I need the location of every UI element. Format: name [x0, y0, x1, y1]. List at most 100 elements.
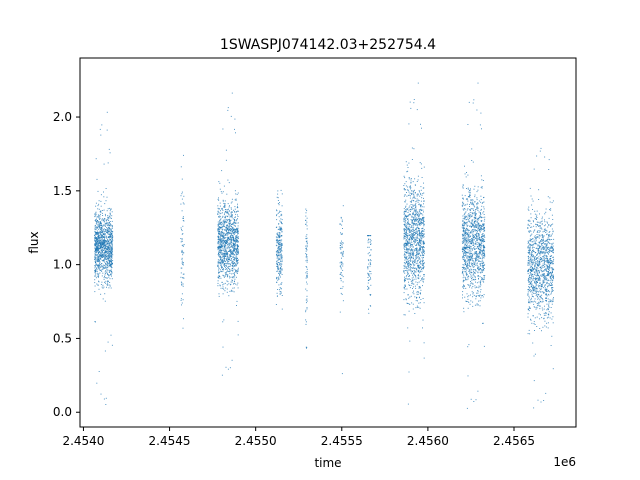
scatter-point	[367, 289, 369, 290]
scatter-point	[102, 253, 104, 255]
scatter-point	[473, 216, 475, 218]
scatter-point	[415, 257, 417, 259]
scatter-point	[340, 248, 342, 250]
scatter-point	[219, 256, 221, 258]
scatter-point	[233, 244, 234, 245]
scatter-point	[417, 230, 419, 232]
scatter-point	[467, 262, 468, 264]
scatter-point	[403, 243, 405, 245]
scatter-point	[279, 274, 280, 276]
scatter-point	[470, 300, 472, 302]
scatter-point	[527, 252, 529, 253]
scatter-point	[219, 234, 220, 236]
scatter-point	[103, 249, 105, 251]
scatter-point	[222, 247, 224, 249]
scatter-point	[280, 291, 282, 293]
scatter-point	[477, 304, 479, 306]
scatter-point	[423, 255, 424, 257]
scatter-point	[413, 272, 415, 274]
scatter-point	[417, 270, 419, 272]
scatter-point	[219, 227, 221, 229]
scatter-point	[463, 268, 465, 270]
scatter-point	[411, 200, 412, 202]
scatter-point	[234, 243, 236, 245]
scatter-point	[95, 242, 97, 244]
scatter-point	[102, 265, 104, 267]
scatter-point	[464, 216, 466, 218]
scatter-point	[340, 278, 342, 280]
scatter-point	[225, 242, 227, 243]
scatter-point	[367, 235, 369, 237]
scatter-point	[227, 244, 229, 246]
scatter-point	[105, 257, 107, 259]
scatter-point	[280, 239, 282, 241]
scatter-point	[221, 267, 223, 268]
scatter-point	[232, 229, 234, 231]
scatter-point	[97, 255, 99, 257]
scatter-point	[417, 233, 418, 235]
scatter-point	[106, 129, 108, 131]
scatter-point	[410, 237, 412, 239]
scatter-point	[224, 244, 226, 246]
scatter-point	[472, 232, 474, 234]
scatter-point	[183, 203, 185, 205]
scatter-point	[464, 234, 466, 236]
scatter-point	[109, 233, 111, 235]
scatter-point	[467, 174, 469, 176]
scatter-point	[182, 327, 184, 329]
scatter-point	[233, 245, 235, 247]
scatter-point	[406, 235, 408, 236]
scatter-point	[423, 260, 424, 262]
scatter-point	[404, 257, 406, 259]
scatter-point	[223, 259, 225, 261]
scatter-point	[409, 186, 411, 188]
scatter-point	[413, 273, 415, 275]
scatter-point	[412, 197, 414, 199]
scatter-point	[224, 290, 226, 292]
scatter-point	[107, 273, 108, 275]
scatter-point	[237, 241, 239, 243]
scatter-point	[469, 194, 471, 196]
scatter-point	[414, 184, 416, 186]
scatter-point	[405, 298, 407, 300]
scatter-point	[98, 265, 100, 267]
scatter-point	[105, 251, 107, 253]
scatter-point	[342, 242, 344, 244]
scatter-point	[408, 206, 410, 208]
scatter-point	[107, 246, 109, 248]
scatter-point	[106, 248, 108, 250]
scatter-point	[228, 225, 230, 227]
scatter-point	[231, 228, 233, 230]
scatter-point	[102, 218, 104, 220]
scatter-point	[227, 275, 228, 277]
scatter-point	[481, 259, 483, 261]
scatter-point	[99, 267, 101, 269]
scatter-point	[410, 250, 412, 252]
scatter-point	[94, 285, 96, 287]
scatter-point	[419, 270, 421, 272]
scatter-point	[226, 248, 228, 250]
scatter-point	[98, 258, 100, 260]
scatter-point	[463, 307, 465, 309]
scatter-point	[237, 231, 238, 232]
scatter-point	[413, 233, 414, 235]
scatter-point	[102, 272, 104, 274]
scatter-point	[472, 266, 474, 268]
scatter-point	[232, 250, 233, 252]
scatter-point	[100, 244, 102, 246]
scatter-point	[471, 264, 473, 266]
scatter-point	[112, 260, 114, 261]
scatter-point	[370, 284, 372, 286]
scatter-point	[102, 243, 104, 245]
scatter-point	[95, 277, 97, 279]
scatter-point	[100, 134, 102, 136]
scatter-point	[471, 229, 473, 231]
scatter-point	[104, 271, 106, 273]
scatter-point	[235, 241, 237, 243]
scatter-point	[106, 228, 108, 230]
scatter-point	[406, 209, 408, 211]
scatter-point	[409, 214, 411, 216]
scatter-point	[222, 288, 224, 289]
scatter-point	[464, 221, 465, 223]
scatter-point	[420, 269, 422, 270]
